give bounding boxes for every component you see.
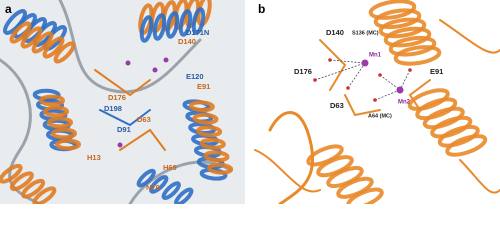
helix-turn <box>31 31 54 54</box>
loop <box>408 79 431 111</box>
coordination-bond <box>379 74 401 91</box>
coordination-bond <box>329 59 366 64</box>
water-sphere <box>373 98 377 102</box>
residue-label: H69 <box>163 163 177 172</box>
metal-sphere <box>396 86 404 94</box>
metal-sphere <box>163 57 169 63</box>
loop <box>439 19 500 54</box>
residue-label: D140 <box>326 28 344 37</box>
ribbons <box>0 0 500 204</box>
residue-label: D140 <box>178 37 196 46</box>
helix-turn <box>422 106 465 130</box>
helix-turn <box>174 187 194 204</box>
water-sphere <box>328 58 332 62</box>
helix-turn <box>47 116 73 129</box>
residue-label: H13 <box>87 153 101 162</box>
residue-label: D176 <box>108 93 126 102</box>
helix-turn <box>51 127 77 140</box>
loop <box>344 94 381 117</box>
residue-label: D63 <box>137 115 151 124</box>
helix-turn <box>393 45 442 66</box>
loop <box>94 69 151 97</box>
panel-b-labels: b D140 S136 (MC) Mn1 D176 E91 Mn2 D63 A6… <box>258 2 443 119</box>
residue-label: N70 <box>146 183 160 192</box>
helix-turn <box>191 7 206 35</box>
figure: a D171N D140 E120 E91 D176 D198 D63 D91 … <box>0 0 500 204</box>
loop <box>99 109 151 127</box>
helix-turn <box>368 0 417 20</box>
coordination-bond <box>314 62 366 81</box>
residue-label: D176 <box>294 67 312 76</box>
metal-sphere <box>152 67 158 73</box>
residue-label: D198 <box>104 104 122 113</box>
helix-turn <box>199 137 226 150</box>
helix-turn <box>165 11 180 39</box>
loop <box>268 111 315 204</box>
residue-label: E120 <box>186 72 204 81</box>
loop <box>319 39 347 91</box>
water-sphere <box>378 73 382 77</box>
helix-turn <box>196 125 223 138</box>
helix-turn <box>152 13 167 41</box>
helix-turn <box>178 9 193 37</box>
residue-label: D171N <box>186 28 209 37</box>
helix-turn <box>192 112 219 125</box>
helix-turn <box>383 26 432 48</box>
helix-turn <box>139 15 154 43</box>
metal-sphere <box>361 59 369 67</box>
helix-turn <box>32 186 57 204</box>
residue-label: D91 <box>117 125 131 134</box>
residue-label: D63 <box>330 101 344 110</box>
loop <box>254 149 321 193</box>
helix-turn <box>346 187 384 204</box>
residue-label: S136 (MC) <box>352 30 379 36</box>
helix-turn <box>42 36 65 59</box>
helix-turn <box>20 26 43 49</box>
panel-letter: b <box>258 2 265 16</box>
coordination-bond <box>347 62 366 89</box>
residue-label: E91 <box>197 82 210 91</box>
loop <box>119 128 166 151</box>
helix-turn <box>437 124 480 148</box>
loop <box>459 159 500 194</box>
panel-letter: a <box>5 2 12 16</box>
water-sphere <box>408 68 412 72</box>
helix-turn <box>9 21 32 44</box>
helix-turn <box>149 175 169 194</box>
helix-turn <box>415 97 458 121</box>
panel-a-labels: a D171N D140 E120 E91 D176 D198 D63 D91 … <box>5 2 210 192</box>
helix-turn <box>373 8 422 30</box>
metal-label: Mn1 <box>369 53 382 59</box>
helix-turn <box>388 35 437 57</box>
helix-turn <box>188 100 215 113</box>
helix-turn <box>9 171 34 192</box>
metal-sphere <box>125 60 131 66</box>
water-sphere <box>346 86 350 90</box>
residue-label: E91 <box>430 67 443 76</box>
helix-turn <box>161 181 181 200</box>
helix-turn <box>445 134 488 157</box>
helix-turn <box>207 162 234 175</box>
loop <box>0 58 42 204</box>
helix-turn <box>21 178 46 199</box>
helix-turn <box>39 94 65 107</box>
helix-turn <box>53 41 76 64</box>
helix-turn <box>430 115 473 139</box>
coordination-bond <box>374 89 401 101</box>
helix-turn <box>203 150 230 163</box>
helix-turn <box>378 17 427 39</box>
metal-sphere <box>117 142 123 148</box>
helix-turn <box>55 138 81 151</box>
residue-label: A64 (MC) <box>368 113 392 119</box>
metal-label: Mn2 <box>398 100 411 106</box>
helix-turn <box>136 168 156 188</box>
helix-turn <box>43 105 69 118</box>
helix-turn <box>0 163 23 184</box>
loop <box>58 0 202 94</box>
water-sphere <box>313 78 317 82</box>
helix-turn <box>407 88 450 111</box>
coordination-bond <box>399 69 411 91</box>
